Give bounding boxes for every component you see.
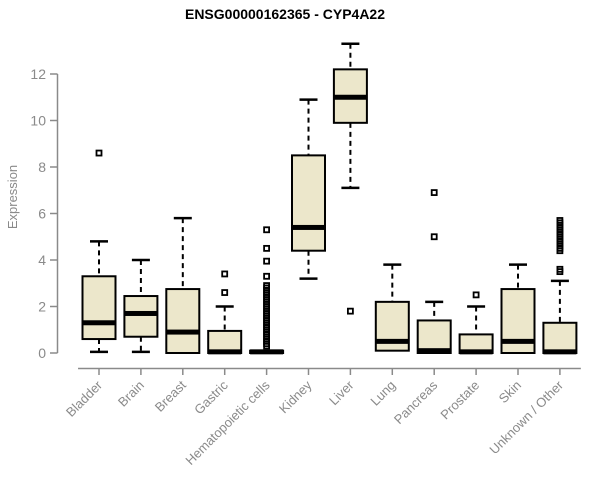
outlier-point [221, 270, 229, 278]
y-tick-label: 2 [38, 299, 46, 315]
outlier-point [556, 265, 564, 273]
y-tick-label: 4 [38, 252, 46, 268]
x-tick-label: Pancreas [391, 377, 441, 427]
x-tick-label: Gastric [191, 377, 231, 417]
y-tick-label: 12 [30, 66, 46, 82]
x-tick-label: Kidney [276, 377, 315, 416]
box-gastric [207, 270, 243, 355]
median-line [82, 320, 116, 326]
box-bladder [81, 149, 117, 354]
iqr-box [416, 319, 452, 355]
median-line [459, 349, 493, 355]
median-line [292, 224, 325, 230]
iqr-box [165, 288, 201, 354]
y-tick-label: 0 [38, 345, 46, 361]
box-lung [374, 263, 410, 352]
box-kidney [291, 98, 326, 280]
box-pancreas [416, 189, 452, 355]
median-line [166, 329, 200, 335]
iqr-box [542, 321, 578, 354]
x-tick-label: Breast [152, 377, 189, 414]
x-tick-label: Skin [496, 378, 524, 406]
median-line [124, 310, 158, 316]
x-tick-label: Unknown / Other [486, 377, 566, 457]
median-line [208, 349, 242, 355]
box-prostate [458, 291, 494, 355]
box-unknown-other [542, 217, 578, 355]
y-tick-label: 10 [30, 113, 46, 129]
box-liver [332, 42, 368, 315]
outlier-point [263, 282, 271, 289]
box-brain [123, 258, 159, 354]
outlier-point [263, 244, 271, 252]
x-tick-label: Bladder [63, 377, 106, 420]
median-line [417, 348, 451, 354]
median-line [333, 94, 367, 100]
median-line [543, 349, 577, 355]
x-tick-label: Brain [115, 378, 147, 410]
y-tick-label: 8 [38, 159, 46, 175]
outlier-point [472, 291, 480, 299]
outlier-point [263, 257, 271, 265]
outlier-point [263, 226, 271, 234]
x-tick-label: Liver [326, 377, 357, 408]
x-tick-label: Prostate [437, 378, 482, 423]
iqr-box [291, 154, 326, 252]
chart-title: ENSG00000162365 - CYP4A22 [185, 6, 385, 22]
x-tick-label: Lung [367, 378, 398, 409]
median-line [501, 338, 535, 344]
y-tick-label: 6 [38, 206, 46, 222]
median-line [250, 349, 284, 355]
box-breast [165, 216, 201, 354]
iqr-box [81, 275, 117, 341]
iqr-box [123, 295, 159, 338]
outlier-point [221, 289, 229, 296]
box-hematopoietic-cells [249, 226, 285, 355]
outlier-point [430, 189, 438, 196]
y-axis-label: Expression [5, 165, 20, 229]
outlier-point [263, 272, 271, 280]
outlier-point [95, 149, 103, 157]
outlier-point [346, 307, 354, 315]
outlier-point [556, 217, 564, 224]
median-line [375, 338, 409, 344]
box-skin [500, 263, 536, 354]
outlier-point [430, 233, 438, 241]
